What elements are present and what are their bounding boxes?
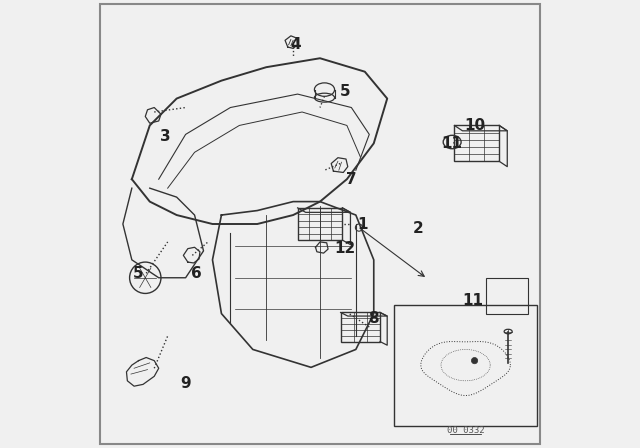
Text: 4: 4 <box>290 37 301 52</box>
Bar <box>454 125 499 161</box>
Bar <box>298 208 342 240</box>
Text: 9: 9 <box>180 375 191 391</box>
Text: 5: 5 <box>339 84 350 99</box>
Text: 2: 2 <box>413 221 424 236</box>
Text: 11: 11 <box>462 293 483 308</box>
Text: 00 0332: 00 0332 <box>447 426 484 435</box>
Text: 6: 6 <box>191 266 202 281</box>
Text: 1: 1 <box>357 216 368 232</box>
Text: 11: 11 <box>442 136 463 151</box>
Bar <box>340 313 380 341</box>
Text: 10: 10 <box>464 118 485 133</box>
Text: 5: 5 <box>133 266 144 281</box>
Text: 12: 12 <box>334 241 355 256</box>
Bar <box>394 305 538 426</box>
Text: 7: 7 <box>346 172 356 187</box>
Circle shape <box>472 358 477 364</box>
Text: 8: 8 <box>369 310 379 326</box>
Bar <box>486 278 528 314</box>
Text: 3: 3 <box>160 129 171 144</box>
